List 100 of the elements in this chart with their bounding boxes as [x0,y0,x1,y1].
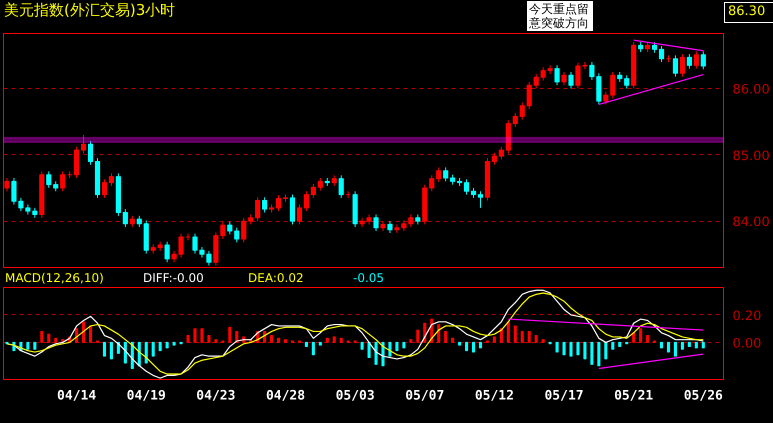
bar [590,342,594,365]
candlestick [53,180,58,192]
bar [374,342,378,365]
candlestick [380,220,386,232]
candlestick [192,233,198,254]
candlestick [88,140,94,166]
candlestick [60,170,66,192]
bar [702,342,705,348]
bar [576,342,580,356]
candlestick [199,246,205,258]
bar [458,342,462,346]
candlestick [11,178,17,206]
bar [674,342,677,357]
bar [277,338,280,343]
bar [360,342,364,350]
bar [506,321,510,343]
candlestick [624,74,630,90]
candlestick [276,194,282,212]
y-tick-label: 85.00 [732,148,770,164]
candlestick [172,250,177,263]
bar [542,339,545,343]
bar [618,342,622,348]
candlestick [80,134,86,154]
bar [583,342,586,360]
bar [312,342,315,356]
bar [152,342,155,357]
bar [444,330,448,343]
x-tick-label: 05/07 [405,388,444,404]
bar [54,338,58,343]
candlestick [603,91,608,105]
candlestick [617,71,622,82]
candlestick [108,172,114,186]
bar [186,335,190,343]
bar [270,335,274,343]
bar [646,335,650,343]
text: DIFF:-0.00 [143,270,204,287]
candlestick [234,227,240,243]
candlestick [575,62,581,90]
bar [528,330,531,343]
candlestick [227,221,232,235]
bar [604,342,608,360]
bar [26,342,30,350]
candlestick [694,50,699,70]
bar [395,342,398,352]
candlestick [478,190,484,208]
candlestick [492,152,497,166]
candlestick [450,174,456,186]
candlestick [561,71,567,86]
candlestick [18,197,24,212]
bar [40,330,44,343]
x-tick-label: 04/14 [57,388,96,404]
candlestick [589,62,594,80]
candlestick [464,178,470,196]
bar [318,342,322,346]
candlestick [652,42,658,54]
bar [478,342,482,348]
text: DEA:0.02 [248,270,304,287]
candlestick [680,54,686,78]
candlestick [102,178,108,198]
candlestick [304,190,309,212]
bar [660,342,664,348]
bar [611,342,614,350]
candlestick [645,42,650,53]
candlestick [401,220,406,232]
candlestick [443,166,448,182]
candlestick [700,50,706,70]
bar [402,342,406,348]
bar [88,325,92,343]
bar [688,342,691,348]
text: MACD(12,26,10) [5,270,104,287]
candlestick [686,54,692,70]
candlestick [241,217,246,243]
candlestick [658,46,664,63]
bar [102,342,106,357]
x-tick-label: 05/21 [614,388,654,404]
x-tick-label: 05/12 [474,388,514,404]
candlestick [338,174,344,198]
y-tick-label: 84.00 [732,215,770,230]
candlestick [220,221,226,240]
bar [138,342,141,366]
bar [520,330,524,343]
bar [193,328,197,343]
y-tick-label: 0.20 [732,308,762,324]
x-tick-label: 04/28 [266,388,306,404]
bar [326,338,329,343]
bar [680,342,684,350]
bar [597,342,600,366]
x-tick-label: 04/23 [196,388,236,404]
candlestick [332,174,337,186]
candlestick [568,71,574,90]
bar [368,342,371,358]
bar [437,324,440,343]
candlestick [290,194,296,225]
candlestick [366,214,372,225]
candlestick [130,215,135,228]
chart-title: 美元指数(外汇交易)3小时 [4,0,176,21]
candlestick [470,187,476,198]
y-tick-label: 86.00 [732,82,770,98]
candlestick [672,54,678,78]
bar [33,342,36,350]
